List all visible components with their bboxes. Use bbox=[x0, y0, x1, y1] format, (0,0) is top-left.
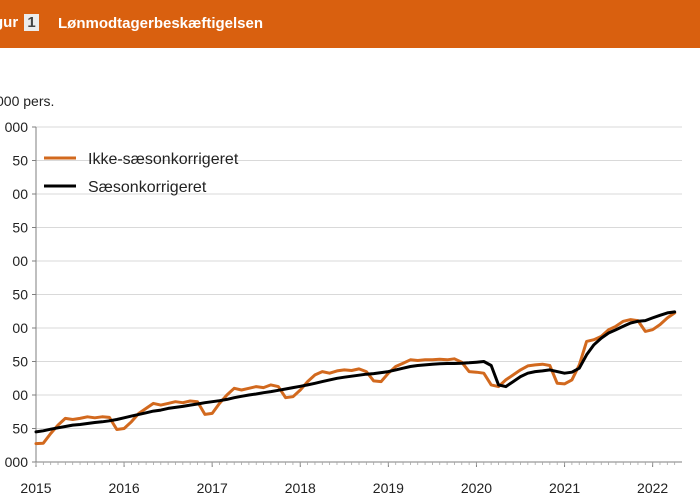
chart-legend: Ikke-sæsonkorrigeret Sæsonkorrigeret bbox=[44, 151, 239, 196]
figure-label: gur 1 bbox=[0, 14, 39, 31]
y-tick-label: 00 bbox=[12, 253, 28, 269]
series-line-0 bbox=[34, 311, 677, 446]
x-tick-label: 2022 bbox=[637, 480, 668, 496]
legend-label-1: Sæsonkorrigeret bbox=[88, 179, 207, 196]
chart-grid bbox=[36, 126, 682, 463]
figure-label-text: gur bbox=[0, 14, 19, 31]
figure-header: gur 1 Lønmodtagerbeskæftigelsen bbox=[0, 0, 700, 48]
x-tick-label: 2018 bbox=[285, 480, 316, 496]
figure-number: 1 bbox=[24, 14, 39, 31]
y-tick-label: 000 bbox=[5, 454, 29, 470]
y-tick-label: 50 bbox=[12, 354, 28, 370]
y-tick-label: 00 bbox=[12, 186, 28, 202]
chart-series bbox=[34, 310, 677, 446]
y-tick-label: 50 bbox=[12, 220, 28, 236]
chart-axes: 000 50 00 50 00 50 00 50 00 50 000 2015 2016 2017 2018… bbox=[5, 119, 676, 496]
x-tick-label: 2017 bbox=[197, 480, 228, 496]
x-tick-label: 2020 bbox=[461, 480, 492, 496]
legend-label-0: Ikke-sæsonkorrigeret bbox=[88, 151, 239, 168]
figure-title: Lønmodtagerbeskæftigelsen bbox=[58, 15, 264, 32]
series-line-1 bbox=[34, 310, 677, 434]
x-tick-label: 2016 bbox=[109, 480, 140, 496]
y-tick-label: 50 bbox=[12, 287, 28, 303]
y-tick-label: 000 bbox=[5, 119, 29, 135]
x-tick-label: 2015 bbox=[20, 480, 51, 496]
y-tick-label: 50 bbox=[12, 153, 28, 169]
y-tick-label: 50 bbox=[12, 421, 28, 437]
y-axis-unit-label: 000 pers. bbox=[0, 93, 55, 109]
x-tick-label: 2021 bbox=[549, 480, 580, 496]
y-tick-label: 00 bbox=[12, 320, 28, 336]
x-tick-label: 2019 bbox=[373, 480, 404, 496]
y-tick-label: 00 bbox=[12, 387, 28, 403]
